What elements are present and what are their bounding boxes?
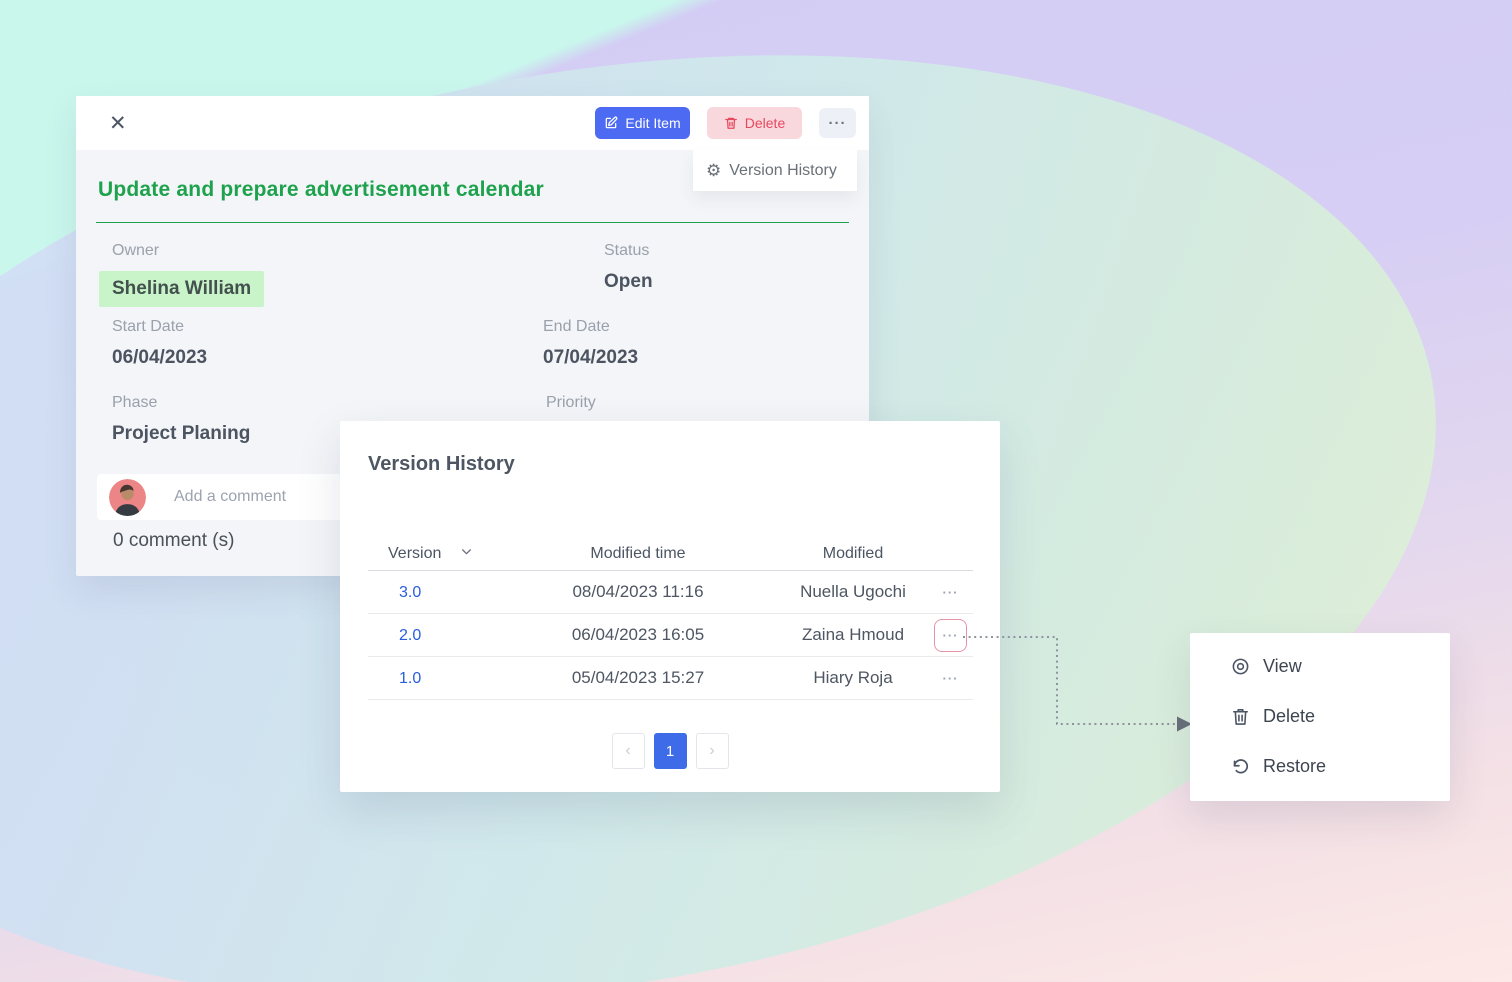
column-header-modified-by: Modified	[822, 545, 884, 562]
modified-by-cell: Hiary Roja	[813, 668, 893, 687]
field-label: Owner	[112, 242, 160, 259]
context-menu-item-delete[interactable]: Delete	[1190, 691, 1450, 741]
context-menu-label: Restore	[1263, 755, 1327, 776]
modified-time-cell: 08/04/2023 11:16	[572, 582, 704, 601]
field-label: Phase	[112, 394, 158, 411]
version-history-menu-label: Version History	[729, 161, 837, 179]
field-start-date: Start Date 06/04/2023	[112, 318, 207, 369]
delete-label: Delete	[744, 115, 786, 131]
ellipsis-icon: ···	[942, 670, 959, 686]
modified-by-cell: Zaina Hmoud	[801, 625, 905, 644]
title-underline	[96, 222, 849, 223]
field-status: Status Open	[604, 242, 653, 293]
modal-title: Version History	[368, 453, 515, 475]
table-row: 3.0 08/04/2023 11:16 Nuella Ugochi ···	[368, 571, 973, 614]
version-link[interactable]: 1.0	[399, 670, 422, 687]
table-header-row: Version Modified time Modified	[368, 538, 973, 571]
field-value: Open	[604, 271, 653, 292]
gear-icon: ⚙	[706, 161, 722, 180]
field-value: 07/04/2023	[543, 347, 639, 368]
modified-time-cell: 06/04/2023 16:05	[571, 625, 705, 644]
close-icon: ✕	[109, 111, 127, 135]
ellipsis-icon: ···	[942, 584, 959, 600]
delete-button[interactable]: Delete	[707, 107, 802, 139]
field-value: Project Planing	[112, 423, 251, 444]
context-menu-label: View	[1263, 655, 1302, 676]
version-history-menu-item[interactable]: ⚙ Version History	[693, 150, 857, 191]
edit-item-label: Edit Item	[625, 115, 681, 131]
version-link[interactable]: 3.0	[399, 584, 422, 601]
chevron-right-icon: ›	[709, 742, 715, 759]
modified-time-cell: 05/04/2023 15:27	[571, 668, 705, 687]
edit-icon	[604, 116, 618, 130]
modified-by-cell: Nuella Ugochi	[800, 582, 906, 601]
comment-count: 0 comment (s)	[113, 530, 235, 551]
chevron-left-icon: ‹	[625, 742, 631, 759]
pagination-page-1[interactable]: 1	[653, 733, 687, 769]
trash-icon	[724, 116, 738, 130]
field-label: Start Date	[112, 318, 185, 335]
field-priority: Priority	[546, 394, 596, 423]
item-title: Update and prepare advertisement calenda…	[98, 178, 544, 201]
pagination: ‹ 1 ›	[340, 733, 1000, 769]
header-actions: Edit Item Delete ···	[595, 107, 856, 139]
avatar	[109, 478, 146, 516]
version-link[interactable]: 2.0	[399, 627, 422, 644]
field-owner: Owner Shelina William	[99, 242, 265, 307]
table-row: 1.0 05/04/2023 15:27 Hiary Roja ···	[368, 657, 973, 700]
field-label: Priority	[546, 394, 596, 411]
restore-icon	[1231, 757, 1250, 776]
pagination-prev-button[interactable]: ‹	[611, 733, 645, 769]
eye-icon	[1231, 657, 1250, 676]
row-more-button[interactable]: ···	[939, 582, 963, 603]
field-label: Status	[604, 242, 650, 259]
context-menu-label: Delete	[1263, 705, 1316, 726]
column-header-version: Version	[388, 545, 442, 562]
column-header-modified-time: Modified time	[590, 545, 686, 562]
pagination-next-button[interactable]: ›	[695, 733, 729, 769]
table-row: 2.0 06/04/2023 16:05 Zaina Hmoud ···	[368, 614, 973, 657]
more-options-button[interactable]: ···	[819, 108, 856, 138]
comment-input-placeholder: Add a comment	[174, 488, 287, 505]
field-value: 06/04/2023	[112, 347, 208, 368]
context-menu-item-view[interactable]: View	[1190, 641, 1450, 691]
row-context-menu: View Delete Restore	[1190, 633, 1450, 801]
row-more-button-active[interactable]: ···	[934, 618, 967, 652]
trash-icon	[1231, 707, 1250, 726]
owner-highlight-chip: Shelina William	[99, 271, 265, 307]
field-end-date: End Date 07/04/2023	[543, 318, 638, 369]
ellipsis-icon: ···	[942, 627, 959, 643]
edit-item-button[interactable]: Edit Item	[595, 107, 690, 139]
panel-header: ✕ Edit Item Delete ···	[76, 96, 869, 150]
version-table: Version Modified time Modified 3.0 08/04…	[368, 538, 973, 700]
field-phase: Phase Project Planing	[112, 394, 250, 445]
field-label: End Date	[543, 318, 610, 335]
context-menu-item-restore[interactable]: Restore	[1190, 741, 1450, 791]
row-more-button[interactable]: ···	[939, 668, 963, 689]
ellipsis-icon: ···	[828, 114, 847, 132]
close-button[interactable]: ✕	[105, 109, 131, 138]
version-history-modal: Version History Version Modified time Mo…	[340, 421, 1000, 792]
sort-chevron-icon[interactable]	[460, 545, 473, 563]
